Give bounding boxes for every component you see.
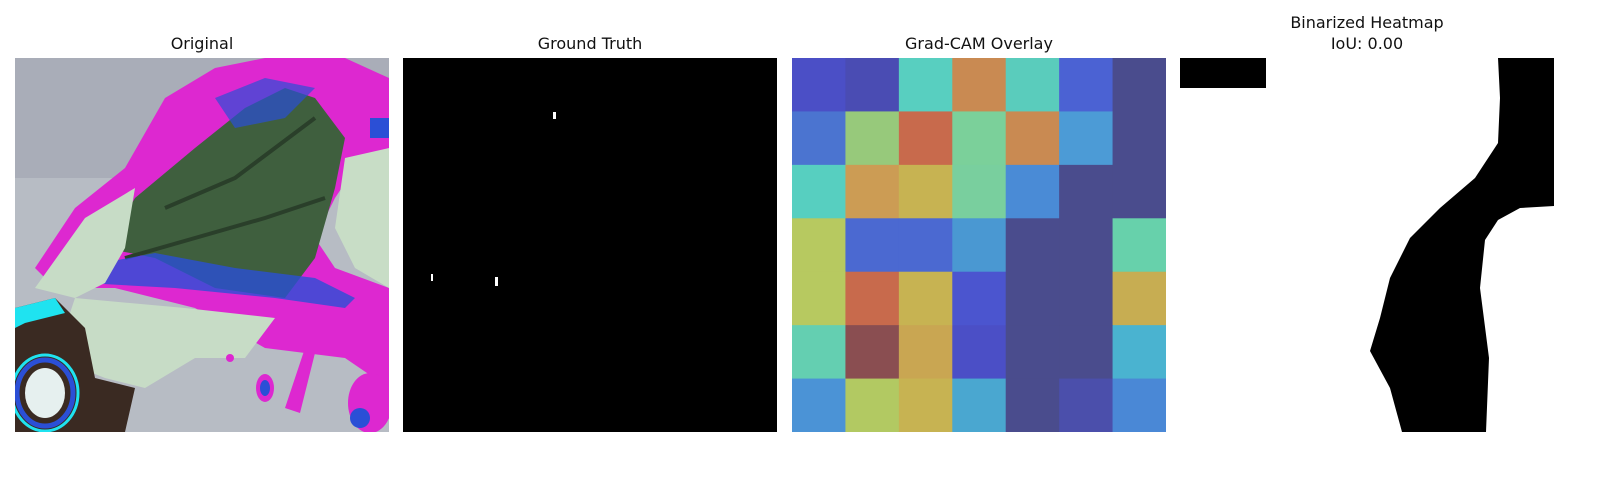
- gradcam-cell: [792, 164, 846, 219]
- gradcam-cell: [952, 325, 1007, 380]
- gradcam-cell: [1059, 218, 1114, 273]
- gradcam-cell: [1005, 111, 1060, 166]
- binarized-title: Binarized Heatmap: [1290, 13, 1444, 32]
- gradcam-cell: [898, 164, 953, 219]
- gradcam-cell: [845, 164, 900, 219]
- gradcam-cell: [952, 111, 1007, 166]
- gradcam-cell: [1005, 271, 1060, 326]
- gradcam-cell: [952, 58, 1007, 112]
- gradcam-cell: [1112, 325, 1166, 380]
- binarized-mask: [1180, 58, 1554, 432]
- gradcam-cell: [792, 111, 846, 166]
- gradcam-cell: [845, 111, 900, 166]
- gradcam-cell: [845, 218, 900, 273]
- gradcam-cell: [1005, 58, 1060, 112]
- gradcam-cell: [1112, 218, 1166, 273]
- gradcam-heatmap-grid: [792, 58, 1166, 432]
- gradcam-cell: [845, 271, 900, 326]
- gradcam-cell: [1059, 378, 1114, 432]
- gradcam-cell: [1059, 271, 1114, 326]
- gradcam-cell: [898, 271, 953, 326]
- gradcam-cell: [1059, 164, 1114, 219]
- gradcam-cell: [1112, 271, 1166, 326]
- gradcam-cell: [1112, 378, 1166, 432]
- gradcam-cell: [792, 325, 846, 380]
- gradcam-cell: [1059, 111, 1114, 166]
- gradcam-cell: [898, 111, 953, 166]
- gradcam-cell: [898, 218, 953, 273]
- gradcam-cell: [952, 271, 1007, 326]
- gradcam-cell: [1005, 218, 1060, 273]
- gradcam-cell: [792, 271, 846, 326]
- gradcam-cell: [1112, 164, 1166, 219]
- gradcam-cell: [898, 58, 953, 112]
- original-title: Original: [170, 34, 234, 53]
- gradcam-cell: [898, 378, 953, 432]
- original-image: [15, 58, 389, 432]
- gradcam-cell: [1059, 58, 1114, 112]
- gradcam-cell: [1005, 164, 1060, 219]
- gradcam-cell: [845, 58, 900, 112]
- gradcam-cell: [792, 218, 846, 273]
- gradcam-cell: [792, 58, 846, 112]
- gradcam-cell: [845, 378, 900, 432]
- gradcam-cell: [1005, 378, 1060, 432]
- gradcam-cell: [1112, 111, 1166, 166]
- gradcam-cell: [952, 378, 1007, 432]
- gradcam-cell: [898, 325, 953, 380]
- gradcam-cell: [792, 378, 846, 432]
- gradcam-title: Grad-CAM Overlay: [905, 34, 1053, 53]
- gradcam-cell: [1005, 325, 1060, 380]
- gradcam-cell: [952, 164, 1007, 219]
- gradcam-overlay-image: [792, 58, 1166, 432]
- gradcam-cell: [845, 325, 900, 380]
- gradcam-cell: [1059, 325, 1114, 380]
- binarized-iou: IoU: 0.00: [1330, 34, 1404, 53]
- gradcam-cell: [1112, 58, 1166, 112]
- gradcam-cell: [952, 218, 1007, 273]
- ground-truth-mask: [403, 58, 777, 432]
- ground-truth-title: Ground Truth: [537, 34, 643, 53]
